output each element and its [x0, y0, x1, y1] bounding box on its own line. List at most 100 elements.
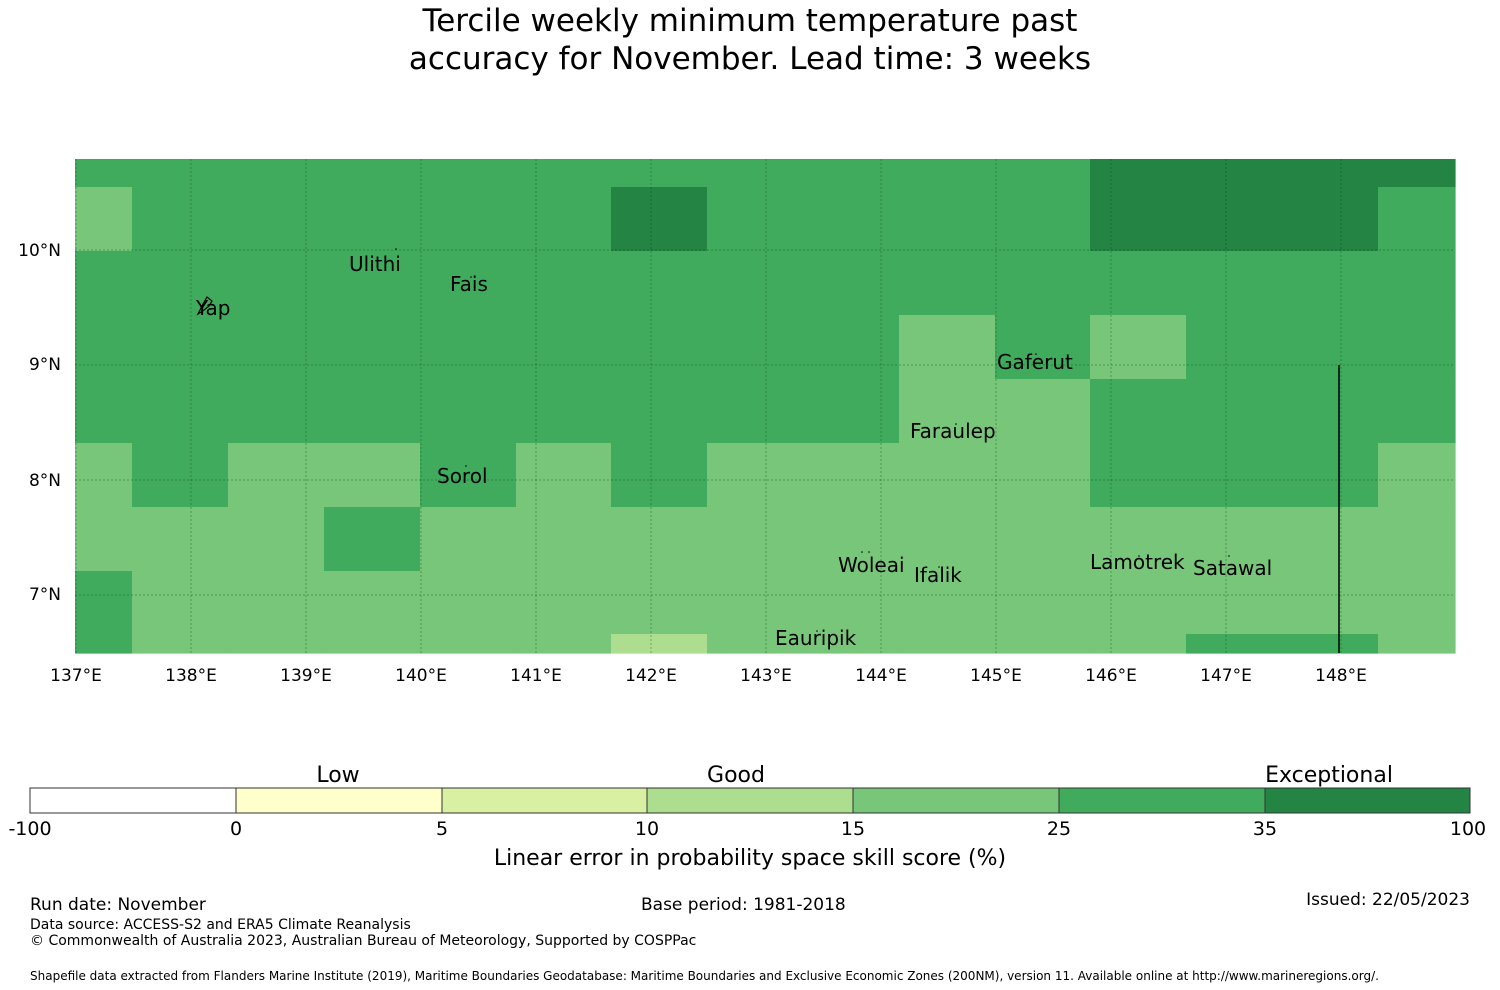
- skill-cell: [899, 187, 996, 252]
- colorbar-bin-2: [236, 788, 442, 813]
- yap-island-shape: [196, 296, 213, 316]
- skill-cell: [1378, 443, 1456, 508]
- colorbar-bin-5: [853, 788, 1059, 813]
- skill-cell: [75, 187, 133, 252]
- skill-cell: [899, 159, 996, 188]
- skill-cell: [132, 634, 229, 654]
- colorbar-bin-6: [1059, 788, 1265, 813]
- colorbar-bin-3: [442, 788, 647, 813]
- colorbar-tick: -100: [8, 818, 51, 840]
- lat-label-10n: 10°N: [18, 241, 61, 261]
- skill-cell: [1090, 315, 1187, 380]
- skill-cell: [899, 634, 996, 654]
- skill-cell: [899, 315, 996, 380]
- skill-cell: [707, 443, 804, 508]
- skill-cell: [132, 443, 229, 508]
- woleai-dot: [861, 551, 863, 553]
- skill-cell: [803, 571, 900, 635]
- skill-cell: [420, 159, 517, 188]
- skill-cell: [707, 315, 804, 380]
- skill-cell: [516, 379, 612, 444]
- skill-cell: [420, 443, 517, 508]
- place-label-woleai: Woleai: [838, 553, 905, 577]
- skill-cell: [228, 187, 325, 252]
- place-label-lamotrek: Lamotrek: [1090, 550, 1185, 574]
- skill-cell: [1186, 443, 1283, 508]
- lat-label-9n: 9°N: [29, 355, 61, 375]
- skill-cell: [1282, 443, 1379, 508]
- copyright: © Commonwealth of Australia 2023, Austra…: [30, 933, 697, 949]
- legend-category-good: Good: [707, 763, 765, 788]
- skill-cell: [132, 507, 229, 572]
- skill-cell: [995, 315, 1091, 380]
- base-period: Base period: 1981-2018: [641, 895, 846, 915]
- colorbar-tick: 35: [1253, 818, 1277, 840]
- skill-cell: [803, 187, 900, 252]
- skill-cell: [516, 634, 612, 654]
- skill-cell: [228, 159, 325, 188]
- run-date: Run date: November: [30, 895, 206, 915]
- skill-cell: [420, 571, 517, 635]
- lon-label-146e: 146°E: [1085, 666, 1137, 686]
- shapefile-credit: Shapefile data extracted from Flanders M…: [30, 969, 1379, 983]
- lon-label-139e: 139°E: [280, 666, 332, 686]
- skill-cell: [995, 571, 1091, 635]
- skill-cell: [132, 187, 229, 252]
- longitude-labels: 137°E 138°E 139°E 140°E 141°E 142°E 143°…: [50, 666, 1367, 686]
- colorbar-legend: Low Good Exceptional -100 0 5 10 15 25 3…: [8, 763, 1486, 840]
- lat-label-7n: 7°N: [29, 585, 61, 605]
- lon-label-147e: 147°E: [1200, 666, 1252, 686]
- skill-cell: [803, 315, 900, 380]
- skill-cell: [1378, 187, 1456, 252]
- skill-cell: [75, 251, 133, 316]
- issued-date: Issued: 22/05/2023: [1306, 890, 1470, 910]
- skill-cell: [995, 443, 1091, 508]
- ulithi-dot: [395, 248, 397, 250]
- skill-cell: [75, 443, 133, 508]
- colorbar-bin-1: [30, 788, 236, 813]
- skill-cell: [995, 251, 1091, 316]
- colorbar-tick: 5: [436, 818, 448, 840]
- skill-cell: [611, 443, 708, 508]
- skill-cell: [516, 571, 612, 635]
- skill-cell: [1282, 571, 1379, 635]
- skill-cell: [228, 251, 325, 316]
- skill-cell: [995, 159, 1091, 188]
- colorbar-bin-4: [647, 788, 853, 813]
- skill-cell: [899, 571, 996, 635]
- skill-cell: [995, 187, 1091, 252]
- skill-cell: [995, 634, 1091, 654]
- skill-cell: [75, 634, 133, 654]
- place-label-satawal: Satawal: [1193, 556, 1272, 580]
- skill-cell: [132, 315, 229, 380]
- skill-cell: [611, 507, 708, 572]
- skill-cell: [1282, 187, 1379, 252]
- place-label-ulithi: Ulithi: [349, 252, 401, 276]
- skill-cell: [420, 315, 517, 380]
- skill-cell: [1090, 159, 1187, 188]
- skill-cell: [516, 251, 612, 316]
- skill-grid: [75, 159, 1456, 654]
- skill-cell: [1090, 379, 1187, 444]
- skill-cell: [995, 379, 1091, 444]
- colorbar-bin-7: [1265, 788, 1470, 813]
- skill-cell: [324, 251, 421, 316]
- skill-cell: [707, 251, 804, 316]
- skill-cell: [420, 187, 517, 252]
- place-label-sorol: Sorol: [437, 464, 488, 488]
- skill-cell: [1186, 379, 1283, 444]
- skill-cell: [75, 379, 133, 444]
- place-label-gaferut: Gaferut: [997, 350, 1073, 374]
- lon-label-145e: 145°E: [970, 666, 1022, 686]
- skill-cell: [1378, 379, 1456, 444]
- lon-label-142e: 142°E: [625, 666, 677, 686]
- skill-cell: [1090, 634, 1187, 654]
- skill-cell: [1186, 315, 1283, 380]
- skill-cell: [324, 315, 421, 380]
- place-labels: Yap Ulithi Fais Gaferut Faraulep Sorol W…: [195, 252, 1272, 650]
- eauripik-dot: [816, 630, 818, 632]
- skill-cell: [707, 187, 804, 252]
- skill-cell: [75, 507, 133, 572]
- skill-cell: [228, 443, 325, 508]
- skill-cell: [1378, 315, 1456, 380]
